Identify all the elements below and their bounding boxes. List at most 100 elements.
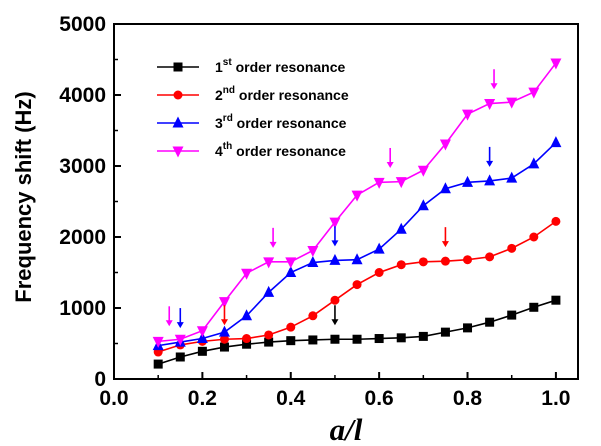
legend-label: 2nd order resonance bbox=[215, 85, 349, 103]
series-2-point bbox=[529, 232, 539, 242]
series-3-point bbox=[550, 136, 562, 148]
series-3-point bbox=[528, 157, 540, 169]
series-layer bbox=[152, 58, 562, 369]
legend-marker bbox=[172, 146, 184, 158]
legend-label: 1st order resonance bbox=[215, 57, 346, 75]
x-axis-label: a/l bbox=[330, 412, 363, 446]
resonance-arrow-4 bbox=[386, 147, 394, 168]
series-2-point bbox=[551, 216, 561, 226]
series-2-point bbox=[418, 257, 428, 267]
legend-marker bbox=[173, 90, 183, 100]
series-4-point bbox=[417, 165, 429, 177]
series-4-point bbox=[329, 217, 341, 229]
series-4-point bbox=[241, 268, 253, 280]
plot-frame bbox=[113, 23, 579, 380]
resonance-arrow-3 bbox=[331, 226, 339, 247]
series-1-point bbox=[396, 333, 406, 343]
arrow-head bbox=[165, 320, 173, 327]
series-1-point bbox=[440, 327, 450, 337]
series-1-point bbox=[529, 302, 539, 312]
series-4-point bbox=[395, 177, 407, 189]
series-2-point bbox=[286, 322, 296, 332]
series-4-point bbox=[196, 326, 208, 338]
series-2-point bbox=[308, 311, 318, 321]
series-4-point bbox=[484, 99, 496, 111]
resonance-arrow-3 bbox=[176, 308, 184, 329]
series-2-point bbox=[485, 252, 495, 262]
series-3-line bbox=[158, 141, 557, 347]
series-4-point bbox=[550, 58, 562, 70]
series-4-point bbox=[528, 87, 540, 99]
legend-item-2: 2nd order resonance bbox=[157, 85, 349, 103]
series-1-point bbox=[485, 317, 495, 327]
legend-item-4: 4th order resonance bbox=[157, 141, 346, 159]
y-tick-label: 5000 bbox=[59, 13, 106, 36]
x-tick-label: 0.6 bbox=[365, 387, 394, 410]
series-1-point bbox=[507, 310, 517, 320]
series-2-point bbox=[219, 334, 229, 344]
arrow-head bbox=[386, 161, 394, 168]
series-4-point bbox=[351, 190, 363, 202]
legend-label: 4th order resonance bbox=[215, 141, 346, 159]
series-3-point bbox=[196, 332, 208, 344]
y-tick-label: 4000 bbox=[59, 84, 106, 107]
series-1-point bbox=[418, 331, 428, 341]
series-4-point bbox=[285, 257, 297, 269]
series-1-point bbox=[197, 346, 207, 356]
series-3-point bbox=[263, 285, 275, 297]
series-3-point bbox=[373, 242, 385, 254]
series-1-point bbox=[286, 336, 296, 346]
series-2-point bbox=[330, 295, 340, 305]
y-tick-label: 0 bbox=[94, 368, 106, 391]
series-4-point bbox=[462, 109, 474, 121]
legend-marker bbox=[173, 62, 183, 72]
y-tick-label: 2000 bbox=[59, 226, 106, 249]
arrow-head bbox=[486, 160, 494, 167]
series-2-point bbox=[242, 334, 252, 344]
y-axis-label: Frequency shift (Hz) bbox=[11, 91, 36, 302]
legend: 1st order resonance 2nd order resonance 3r… bbox=[157, 57, 349, 159]
resonance-arrow-1 bbox=[331, 305, 339, 326]
series-2-point bbox=[374, 268, 384, 277]
series-1-point bbox=[153, 359, 163, 369]
x-tick-label: 0.2 bbox=[188, 387, 217, 410]
x-tick-label: 1.0 bbox=[541, 387, 570, 410]
arrow-head bbox=[269, 241, 277, 248]
series-1-point bbox=[463, 323, 473, 333]
resonance-arrow-4 bbox=[490, 69, 498, 90]
series-1-point bbox=[308, 335, 318, 345]
series-4-point bbox=[218, 297, 230, 309]
series-3-point bbox=[329, 253, 341, 265]
resonance-arrow-4 bbox=[165, 306, 173, 327]
resonance-arrow-2 bbox=[441, 227, 449, 248]
x-tick-label: 0.8 bbox=[453, 387, 483, 410]
series-1-point bbox=[242, 339, 252, 349]
resonance-arrow-3 bbox=[486, 146, 494, 167]
resonance-arrows bbox=[165, 69, 498, 329]
series-1-point bbox=[330, 334, 340, 344]
resonance-arrow-4 bbox=[269, 227, 277, 248]
arrow-head bbox=[331, 240, 339, 247]
series-4-point bbox=[307, 245, 319, 257]
series-4 bbox=[152, 58, 562, 348]
series-1-point bbox=[175, 352, 185, 362]
series-3-point bbox=[351, 253, 363, 265]
series-2-point bbox=[463, 255, 473, 265]
series-3-point bbox=[484, 174, 496, 186]
legend-item-1: 1st order resonance bbox=[157, 57, 346, 75]
legend-label: 3rd order resonance bbox=[215, 113, 347, 131]
series-3-point bbox=[307, 256, 319, 268]
series-2-point bbox=[352, 280, 362, 290]
series-1-point bbox=[264, 337, 274, 347]
series-3-point bbox=[395, 222, 407, 234]
axes: 0 1000 2000 3000 4000 5000 0.0 0.2 0.4 0.6 0.8 1.0 bbox=[59, 13, 579, 410]
series-1-point bbox=[374, 334, 384, 344]
series-1 bbox=[153, 295, 561, 369]
arrow-head bbox=[490, 83, 498, 90]
series-4-point bbox=[373, 177, 385, 189]
series-3-point bbox=[241, 309, 253, 321]
series-2-point bbox=[440, 256, 450, 266]
arrow-head bbox=[220, 319, 228, 326]
series-2-point bbox=[264, 330, 274, 340]
